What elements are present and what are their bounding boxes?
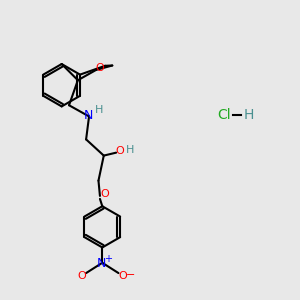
- Text: Cl: Cl: [217, 108, 230, 122]
- Text: H: H: [126, 145, 134, 155]
- Text: O: O: [100, 190, 109, 200]
- Text: O: O: [78, 271, 86, 281]
- Text: O: O: [116, 146, 124, 156]
- Text: O: O: [118, 271, 127, 281]
- Text: H: H: [244, 108, 254, 122]
- Text: H: H: [94, 105, 103, 115]
- Text: O: O: [96, 63, 104, 73]
- Text: N: N: [97, 257, 106, 270]
- Text: +: +: [104, 254, 112, 264]
- Text: N: N: [84, 109, 93, 122]
- Text: −: −: [126, 270, 136, 280]
